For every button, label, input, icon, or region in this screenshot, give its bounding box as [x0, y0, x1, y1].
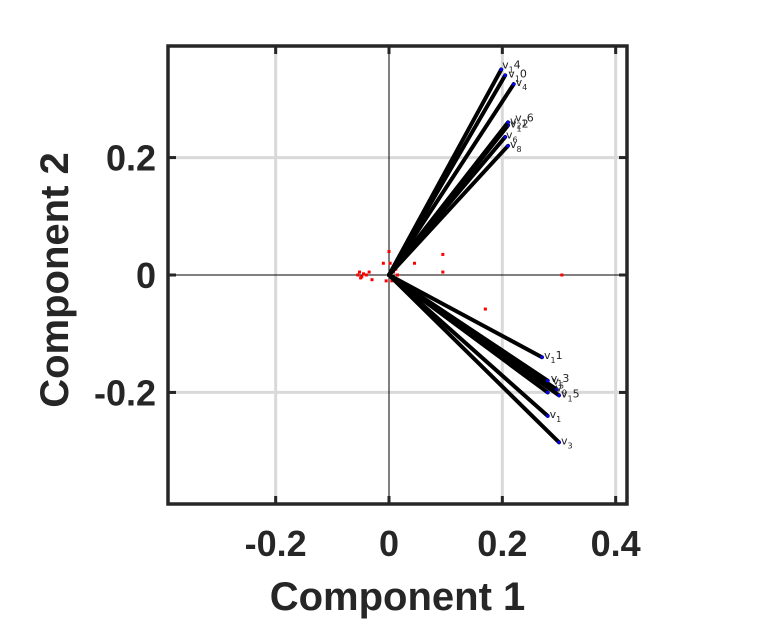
vector-marker-v6: [503, 135, 507, 139]
score-point-9: [384, 279, 388, 283]
x-tick-label-0: -0.2: [245, 523, 307, 564]
y-tick-label-2: 0.2: [106, 138, 156, 179]
vector-line-v8: [387, 143, 510, 277]
score-point-4: [360, 275, 364, 279]
vector-label-6: v5: [553, 374, 565, 390]
vector-marker-v3: [557, 440, 561, 444]
vector-label-11: v8: [510, 138, 522, 154]
vector-line-v15: [387, 273, 561, 398]
vector-line-v11: [387, 273, 544, 360]
vector-line-v16: [387, 120, 510, 277]
score-point-19: [483, 307, 487, 311]
score-point-11: [388, 261, 392, 265]
score-point-16: [413, 261, 416, 265]
score-point-10: [387, 250, 391, 254]
vector-marker-v5: [555, 388, 559, 391]
vector-marker-v1: [546, 414, 550, 418]
vector-label-1: v3: [561, 434, 573, 450]
score-point-12: [390, 279, 394, 283]
y-tick-label-1: 0: [136, 255, 156, 296]
vector-line-v3: [387, 273, 561, 445]
vector-label-14: v14: [502, 59, 521, 75]
vector-marker-v4: [512, 82, 516, 86]
loading-vectors: [387, 67, 561, 445]
score-points: [356, 250, 629, 311]
score-point-17: [441, 252, 445, 256]
vector-label-2: v15: [561, 387, 580, 403]
score-point-5: [364, 273, 368, 277]
vector-label-13: v10: [508, 67, 527, 83]
vector-label-3: v9: [555, 382, 567, 398]
vector-marker-v15: [557, 393, 561, 397]
vector-marker-v10: [503, 73, 507, 77]
x-tick-label-1: 0: [379, 523, 399, 564]
vector-marker-v16: [506, 120, 510, 124]
x-tick-label-3: 0.4: [591, 523, 641, 564]
vector-marker-v8: [506, 144, 510, 148]
vector-label-5: v13: [551, 372, 570, 388]
score-point-3: [358, 270, 362, 274]
vector-label-4: v11: [544, 349, 563, 365]
vector-line-v14: [387, 67, 504, 277]
tick-marks: [168, 46, 627, 504]
y-tick-label-0: -0.2: [94, 372, 156, 413]
vector-label-7: v2: [510, 114, 522, 130]
tick-labels: -0.2 0 0.2 0.4 -0.2 0 0.2: [94, 138, 641, 564]
vector-label-9: v16: [515, 111, 534, 127]
score-point-20: [560, 273, 564, 277]
x-axis-title: Component 1: [270, 575, 526, 619]
vector-marker-v11: [540, 355, 544, 359]
x-tick-label-2: 0.2: [477, 523, 527, 564]
score-point-2: [362, 272, 365, 276]
score-point-0: [356, 273, 360, 277]
vector-label-12: v4: [516, 76, 528, 92]
score-point-18: [441, 270, 445, 274]
vector-marker-v14: [499, 67, 503, 71]
y-axis-title: Component 2: [33, 152, 77, 408]
vector-label-10: v6: [506, 128, 518, 144]
score-point-15: [396, 273, 399, 277]
score-point-7: [370, 278, 374, 282]
vector-label-8: v12: [510, 117, 529, 133]
vector-marker-v13: [546, 379, 550, 383]
score-point-8: [381, 261, 385, 265]
score-point-6: [367, 270, 371, 274]
vector-marker-v9: [546, 390, 550, 394]
vector-label-0: v1: [550, 408, 562, 424]
